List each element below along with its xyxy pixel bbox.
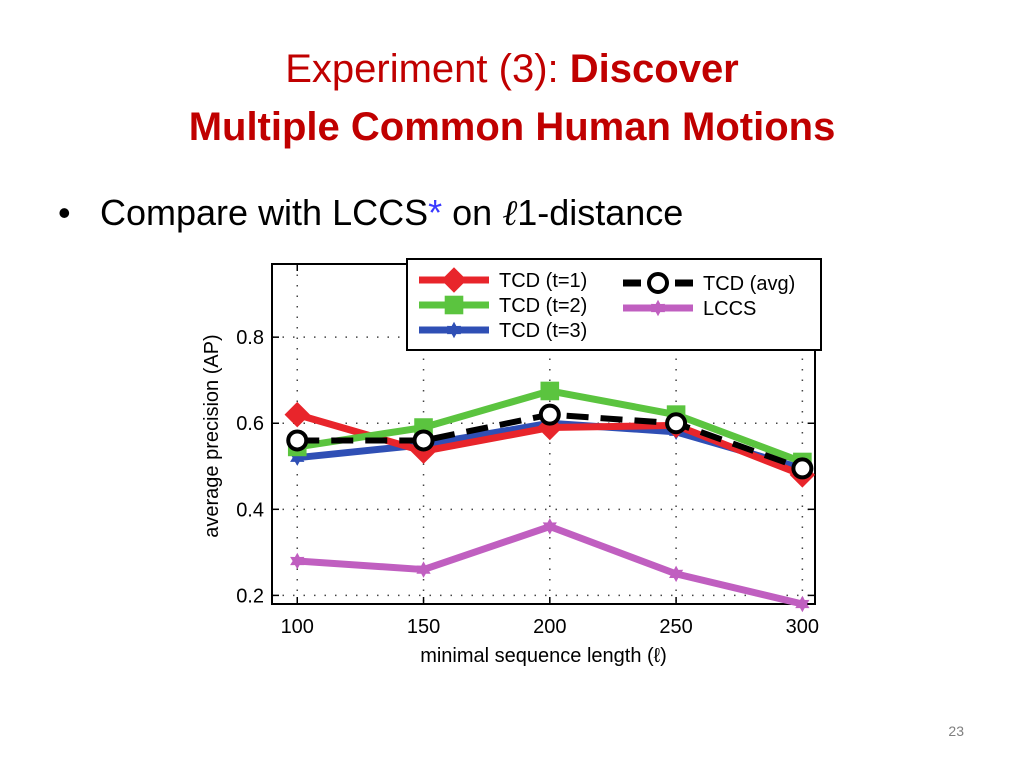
legend-marker [444,295,464,315]
page-number: 23 [948,723,964,739]
x-tick-label: 100 [281,616,314,638]
legend-label: LCCS [703,298,756,320]
data-point [542,518,557,535]
data-point [540,381,560,401]
bullet-dot-icon: • [58,192,71,233]
data-point [669,565,684,583]
legend-marker [441,267,467,293]
legend-marker [647,272,669,294]
data-point [791,457,814,480]
data-point [284,401,310,428]
x-tick-label: 300 [786,616,819,638]
legend-item: TCD (avg) [623,272,795,295]
data-point [538,403,561,426]
data-point [286,429,309,452]
bullet-star: * [428,192,443,233]
legend-label: TCD (t=1) [499,270,587,292]
legend: TCD (t=1) TCD (t=2) TCD (t=3) TCD (avg) LCCS [406,258,822,351]
x-tick-label: 150 [407,616,440,638]
bullet-ell: ℓ [502,193,518,234]
series-tcd-avg [286,403,814,480]
legend-item: TCD (t=1) [419,267,587,293]
y-tick-label: 0.6 [236,413,264,435]
legend-label: TCD (avg) [703,273,795,295]
data-point [665,412,688,435]
bullet-item: • Compare with LCCS* on ℓ1-distance [58,190,683,237]
series-lccs [290,518,810,613]
y-axis-label: average precision (AP) [201,334,223,537]
x-tick-label: 200 [533,616,566,638]
title-regular: Experiment (3): [285,47,570,91]
title-bold-2: Multiple Common Human Motions [188,105,836,149]
data-point [416,561,431,578]
legend-marker [650,299,666,317]
slide-title: Experiment (3): Discover Multiple Common… [0,40,1024,156]
title-bold-1: Discover [569,47,739,91]
legend-label: TCD (t=3) [499,320,587,342]
x-tick-label: 250 [659,616,692,638]
y-tick-label: 0.2 [236,585,264,607]
legend-marker [446,321,462,339]
legend-label: TCD (t=2) [499,295,587,317]
data-point [290,552,305,570]
legend-item: TCD (t=2) [419,295,587,317]
legend-item: LCCS [623,298,756,320]
data-point [412,429,435,452]
data-point [795,595,810,613]
y-tick-label: 0.8 [236,327,264,349]
legend-item: TCD (t=3) [419,320,587,342]
bullet-suffix: -distance [537,192,684,233]
bullet-one: 1 [517,192,538,233]
x-axis-label: minimal sequence length (ℓ) [420,645,667,667]
bullet-mid: on [442,192,503,233]
y-tick-label: 0.4 [236,499,264,521]
bullet-prefix: Compare with LCCS [100,192,429,233]
